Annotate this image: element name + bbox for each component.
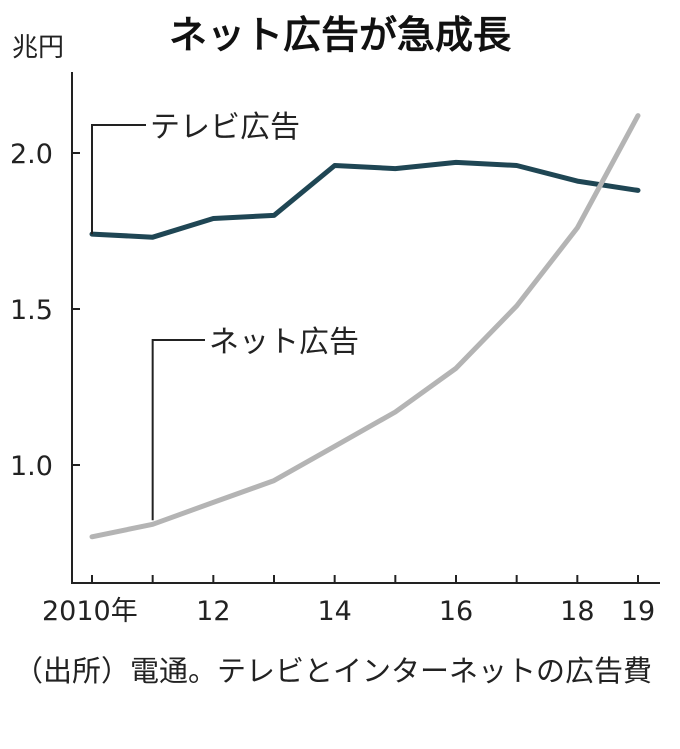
x-tick-label: 2010年: [42, 596, 138, 627]
tv-ad-series-line: [89, 159, 641, 240]
tv-series-label: テレビ広告: [150, 110, 300, 145]
net-series-label: ネット広告: [209, 325, 359, 360]
y-tick-label: 1.0: [10, 451, 53, 482]
x-tick-label: 16: [439, 596, 473, 627]
x-tick-label: 14: [317, 596, 351, 627]
y-tick-label: 1.5: [10, 295, 53, 326]
tv-label-leader: [91, 124, 146, 235]
source-note: （出所）電通。テレビとインターネットの広告費: [14, 654, 653, 688]
y-tick-label: 2.0: [10, 139, 53, 170]
y-axis-unit: 兆円: [12, 33, 64, 63]
x-tick-label: 18: [560, 596, 594, 627]
x-tick-label: 12: [196, 596, 230, 627]
net-ad-series-line: [89, 113, 641, 540]
chart-title: ネット広告が急成長: [169, 13, 512, 57]
line-chart: ネット広告が急成長 兆円 1.0 1.5 2.0 2010年 12 14 16 18 19 テ…: [10, 13, 660, 627]
x-tick-label: 19: [621, 596, 655, 627]
net-label-leader: [151, 339, 205, 521]
